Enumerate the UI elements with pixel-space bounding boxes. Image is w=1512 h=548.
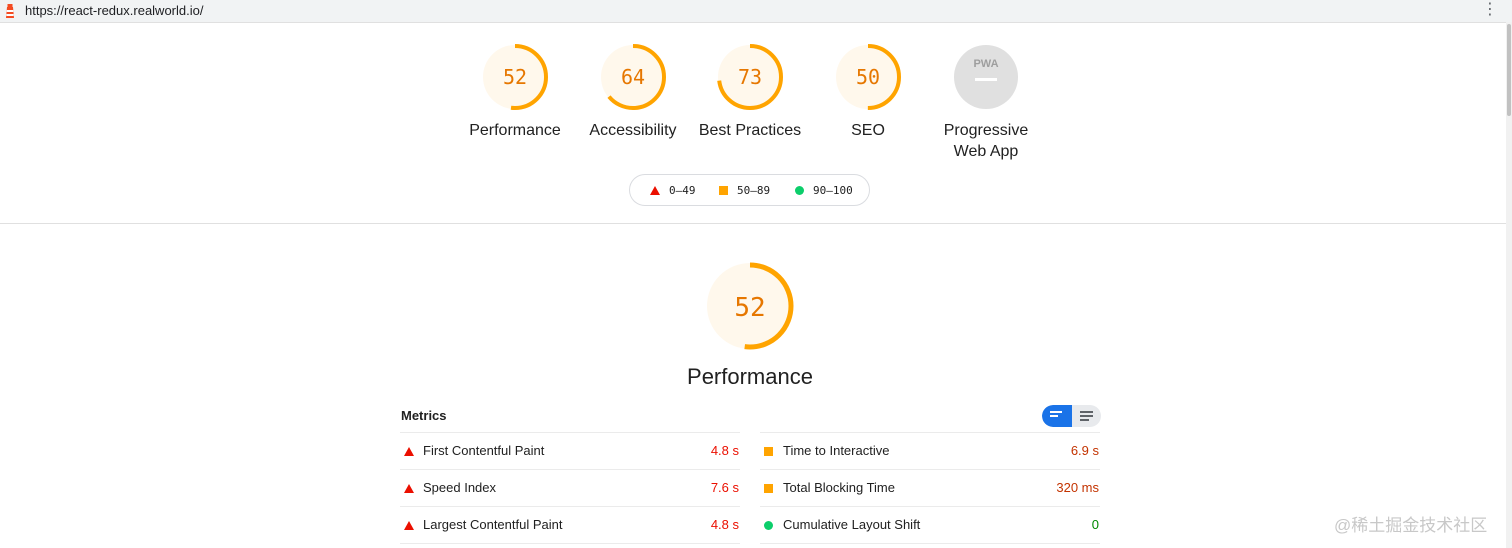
- metric-value: 7.6 s: [710, 480, 739, 495]
- pass-circle-icon: [764, 521, 773, 530]
- metric-row: Cumulative Layout Shift 0: [760, 506, 1100, 544]
- pwa-badge-icon: PWA: [954, 45, 1018, 109]
- score-ring: 64: [600, 44, 666, 110]
- fail-triangle-icon: [404, 447, 414, 456]
- scrollbar-track[interactable]: [1506, 22, 1512, 548]
- gauge-label: Progressive Web App: [943, 122, 1029, 160]
- metric-name: Speed Index: [423, 480, 497, 495]
- score-legend: 0–49 50–89 90–100: [629, 174, 870, 206]
- metric-name: Time to Interactive: [783, 443, 890, 458]
- metrics-heading: Metrics: [401, 408, 447, 423]
- metric-name: Largest Contentful Paint: [423, 517, 563, 532]
- svg-text:64: 64: [621, 65, 645, 89]
- compact-lines-icon: [1050, 411, 1062, 419]
- average-square-icon: [764, 484, 773, 493]
- metric-row: Speed Index 7.6 s: [400, 469, 740, 506]
- score-ring: 73: [717, 44, 783, 110]
- gauge-performance[interactable]: 52 Performance: [456, 44, 574, 141]
- legend-item-fail: 0–49: [650, 184, 696, 197]
- average-square-icon: [764, 447, 773, 456]
- metric-row: Largest Contentful Paint 4.8 s: [400, 506, 740, 544]
- metrics-view-toggle[interactable]: [1042, 405, 1101, 427]
- page-url[interactable]: https://react-redux.realworld.io/: [25, 3, 204, 18]
- legend-range: 50–89: [737, 184, 771, 197]
- score-ring: 52: [482, 44, 548, 110]
- metric-row: First Contentful Paint 4.8 s: [400, 432, 740, 469]
- performance-gauge-large: 52: [680, 260, 820, 361]
- metric-value: 0: [1091, 517, 1099, 532]
- compact-view-button[interactable]: [1042, 405, 1072, 427]
- gauge-pwa[interactable]: PWA Progressive Web App: [927, 44, 1045, 162]
- section-divider: [0, 223, 1506, 224]
- metric-name: Cumulative Layout Shift: [783, 517, 921, 532]
- svg-text:PWA: PWA: [973, 58, 998, 70]
- metric-row: Time to Interactive 6.9 s: [760, 432, 1100, 469]
- performance-score-ring: 52: [706, 262, 794, 350]
- metrics-left-column: First Contentful Paint 4.8 s Speed Index…: [400, 432, 740, 544]
- average-square-icon: [719, 186, 728, 195]
- metric-value: 6.9 s: [1070, 443, 1099, 458]
- legend-range: 0–49: [669, 184, 696, 197]
- gauge-seo[interactable]: 50 SEO: [809, 44, 927, 141]
- scrollbar-thumb[interactable]: [1507, 24, 1511, 116]
- url-bar: https://react-redux.realworld.io/ ⋮: [0, 0, 1512, 23]
- metric-value: 320 ms: [1056, 480, 1099, 495]
- gauge-best-practices[interactable]: 73 Best Practices: [691, 44, 809, 141]
- metrics-right-column: Time to Interactive 6.9 s Total Blocking…: [760, 432, 1100, 544]
- expanded-lines-icon: [1080, 411, 1093, 423]
- gauge-label: Best Practices: [698, 122, 802, 139]
- legend-item-average: 50–89: [719, 184, 770, 197]
- watermark: @稀土掘金技术社区: [1334, 516, 1488, 535]
- gauge-label: Performance: [469, 122, 561, 139]
- pass-circle-icon: [795, 186, 804, 195]
- legend-item-pass: 90–100: [795, 184, 853, 197]
- more-options-icon[interactable]: ⋮: [1482, 1, 1498, 18]
- metric-name: First Contentful Paint: [423, 443, 545, 458]
- fail-triangle-icon: [404, 521, 414, 530]
- legend-range: 90–100: [813, 184, 853, 197]
- metric-row: Total Blocking Time 320 ms: [760, 469, 1100, 506]
- performance-title: Performance: [687, 364, 813, 389]
- lighthouse-icon: [6, 4, 14, 18]
- metric-value: 4.8 s: [710, 517, 739, 532]
- score-ring: 50: [835, 44, 901, 110]
- performance-score: 52: [734, 293, 765, 323]
- gauge-label: Accessibility: [589, 122, 677, 139]
- svg-text:73: 73: [738, 65, 762, 89]
- svg-text:52: 52: [503, 65, 527, 89]
- svg-text:50: 50: [856, 65, 880, 89]
- expanded-view-button[interactable]: [1072, 405, 1101, 427]
- metric-name: Total Blocking Time: [783, 480, 895, 495]
- fail-triangle-icon: [404, 484, 414, 493]
- fail-triangle-icon: [650, 186, 660, 195]
- gauge-accessibility[interactable]: 64 Accessibility: [574, 44, 692, 141]
- metric-value: 4.8 s: [710, 443, 739, 458]
- gauge-label: SEO: [851, 122, 885, 139]
